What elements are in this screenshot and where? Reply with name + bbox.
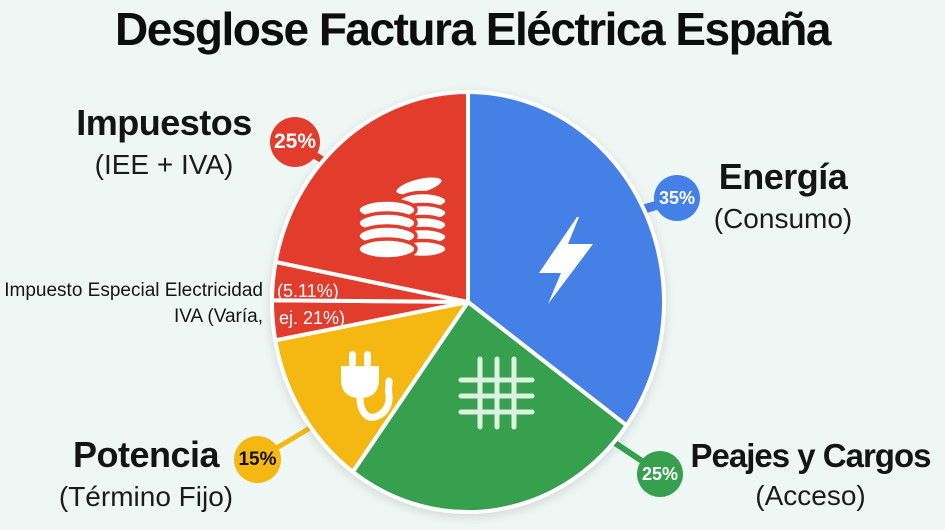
page-title: Desglose Factura Eléctrica España: [115, 3, 831, 55]
potencia-label-block: Potencia (Término Fijo): [15, 434, 277, 512]
potencia-percent-badge: 15%: [234, 436, 281, 483]
iee-sliver-value: (5.11%): [277, 281, 339, 301]
peajes-label-block: Peajes y Cargos (Acceso): [663, 438, 945, 511]
slice-peajes: [350, 300, 629, 514]
impuestos-sublabel: (IEE + IVA): [94, 148, 234, 180]
impuestos-label-block: Impuestos (IEE + IVA): [28, 102, 300, 180]
peajes-label: Peajes y Cargos: [690, 437, 932, 474]
energia-label: Energía: [718, 156, 848, 197]
iee-annotation-label: Impuesto Especial Electricidad: [4, 280, 263, 301]
energia-label-block: Energía (Consumo): [683, 156, 883, 234]
coins-icon: [356, 174, 449, 261]
iva-annotation-label: IVA (Varía,: [173, 306, 263, 327]
energia-sublabel: (Consumo): [713, 202, 853, 234]
iva-sliver-value: ej. 21%): [279, 308, 346, 328]
potencia-label: Potencia: [72, 434, 220, 475]
peajes-sublabel: (Acceso): [755, 479, 866, 511]
lightning-bolt-icon: [539, 217, 593, 304]
impuestos-percent-badge: 25%: [270, 117, 320, 167]
energia-percent-badge: 35%: [654, 175, 700, 221]
potencia-sublabel: (Término Fijo): [58, 480, 234, 512]
impuestos-label: Impuestos: [76, 102, 252, 143]
power-grid-icon: [458, 356, 535, 430]
pie-slices: [269, 90, 667, 514]
plug-icon: [341, 351, 393, 421]
peajes-percent-badge: 25%: [637, 451, 683, 497]
